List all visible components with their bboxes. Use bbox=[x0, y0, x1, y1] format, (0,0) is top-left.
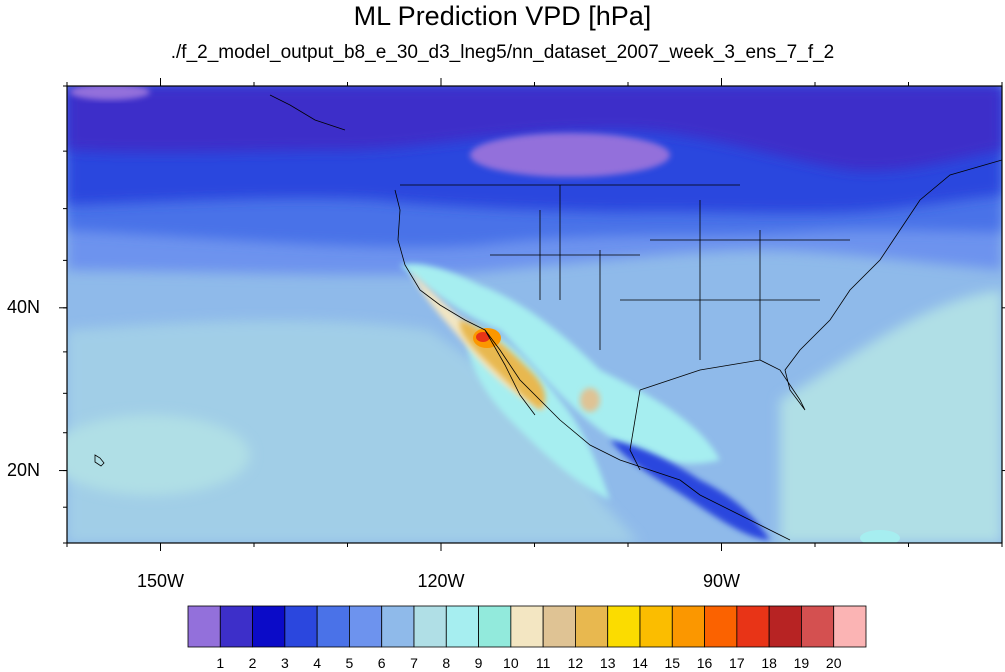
colorbar-swatch bbox=[704, 605, 738, 648]
colorbar-label: 3 bbox=[280, 655, 289, 671]
colorbar-swatch bbox=[413, 605, 447, 648]
colorbar-label: 1 bbox=[216, 655, 225, 671]
colorbar-swatch bbox=[542, 605, 576, 648]
colorbar-swatch bbox=[575, 605, 609, 648]
colorbar-label: 17 bbox=[729, 655, 745, 671]
map-title: ML Prediction VPD [hPa] bbox=[353, 1, 652, 31]
colorbar-swatch bbox=[349, 605, 383, 648]
colorbar-swatch bbox=[736, 605, 770, 648]
colorbar-swatch bbox=[478, 605, 512, 648]
colorbar-label: 10 bbox=[503, 655, 519, 671]
lon-tick-label: 150W bbox=[136, 571, 185, 591]
colorbar-label: 11 bbox=[535, 655, 551, 671]
colorbar-swatch bbox=[768, 605, 802, 648]
map-subtitle: ./f_2_model_output_b8_e_30_d3_lneg5/nn_d… bbox=[170, 42, 835, 63]
colorbar-swatch bbox=[381, 605, 415, 648]
colorbar-label: 16 bbox=[696, 655, 713, 671]
vpd-field bbox=[67, 86, 1002, 543]
coastlines bbox=[94, 94, 1002, 541]
colorbar-label: 6 bbox=[377, 655, 386, 671]
colorbar-swatch bbox=[607, 605, 641, 648]
colorbar-swatch bbox=[284, 605, 318, 648]
colorbar-swatch bbox=[252, 605, 286, 648]
colorbar-label: 14 bbox=[632, 655, 648, 671]
lat-tick-label: 20N bbox=[6, 459, 40, 480]
colorbar-swatch bbox=[671, 605, 705, 648]
colorbar-label: 5 bbox=[345, 655, 354, 671]
lat-tick-label: 40N bbox=[6, 296, 40, 317]
colorbar-label: 4 bbox=[313, 655, 322, 671]
colorbar-label: 9 bbox=[474, 655, 483, 671]
colorbar-label: 7 bbox=[410, 655, 418, 671]
colorbar-swatch bbox=[801, 605, 835, 648]
colorbar-label: 8 bbox=[442, 655, 451, 671]
colorbar-swatch bbox=[510, 605, 544, 648]
colorbar-label: 15 bbox=[664, 655, 681, 671]
colorbar-label: 20 bbox=[825, 655, 842, 671]
colorbar-swatch bbox=[833, 605, 867, 648]
lon-tick-label: 120W bbox=[417, 571, 465, 591]
colorbar bbox=[187, 605, 867, 648]
axis-ticks bbox=[59, 78, 1005, 551]
colorbar-swatch bbox=[639, 605, 673, 648]
colorbar-label: 12 bbox=[567, 655, 584, 671]
colorbar-swatch bbox=[316, 605, 350, 648]
colorbar-label: 13 bbox=[599, 655, 616, 671]
colorbar-label: 2 bbox=[248, 655, 257, 671]
lon-tick-label: 90W bbox=[702, 571, 740, 591]
colorbar-swatch bbox=[445, 605, 479, 648]
colorbar-label: 18 bbox=[761, 655, 777, 671]
colorbar-swatch bbox=[187, 605, 221, 648]
colorbar-swatch bbox=[219, 605, 253, 648]
colorbar-label: 19 bbox=[793, 655, 810, 671]
